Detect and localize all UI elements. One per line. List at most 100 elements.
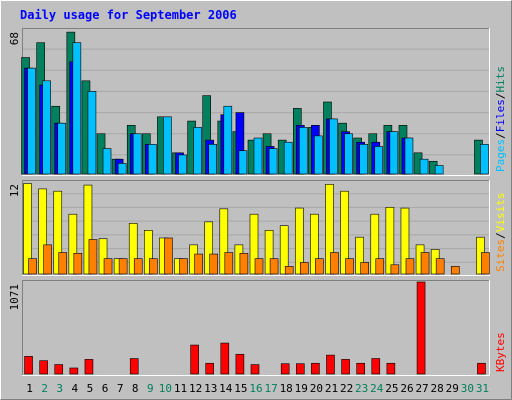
bar-sites xyxy=(345,258,354,275)
bar-pages xyxy=(163,116,172,175)
panel-kbytes xyxy=(22,280,490,376)
bars xyxy=(21,31,490,375)
bar-pages xyxy=(298,127,308,175)
x-label-day-12: 12 xyxy=(189,382,202,395)
x-label-day-3: 3 xyxy=(56,382,63,395)
x-label-day-21: 21 xyxy=(325,382,338,395)
bar-sites xyxy=(133,258,143,275)
bar-visits xyxy=(355,236,364,275)
bar-sites xyxy=(284,266,294,275)
bar-visits xyxy=(23,183,32,275)
legend-kbytes: KBytes xyxy=(494,332,507,372)
legend-hits: Hits xyxy=(494,66,507,93)
bar-kbytes xyxy=(39,360,48,375)
bar-visits xyxy=(219,208,229,275)
legend-separator: / xyxy=(494,132,507,139)
bar-pages xyxy=(238,150,248,175)
bar-visits xyxy=(128,223,138,275)
bar-kbytes xyxy=(69,367,79,375)
bar-sites xyxy=(73,253,83,275)
bar-visits xyxy=(68,213,78,275)
bar-sites xyxy=(88,239,98,275)
x-label-day-29: 29 xyxy=(446,382,459,395)
bar-pages xyxy=(480,144,489,175)
bar-pages xyxy=(329,118,338,175)
x-label-day-31: 31 xyxy=(476,382,489,395)
x-label-day-9: 9 xyxy=(147,382,154,395)
x-label-day-4: 4 xyxy=(72,382,79,395)
x-label-day-19: 19 xyxy=(295,382,308,395)
bar-kbytes xyxy=(220,342,230,375)
bar-sites xyxy=(269,258,279,275)
legend-visits: Visits xyxy=(494,193,507,233)
bar-kbytes xyxy=(477,362,486,375)
x-label-day-26: 26 xyxy=(400,382,413,395)
x-label-day-6: 6 xyxy=(102,382,109,395)
x-label-day-10: 10 xyxy=(159,382,172,395)
bar-sites xyxy=(254,258,264,275)
bar-sites xyxy=(194,253,203,275)
bar-sites xyxy=(28,258,37,275)
bar-visits xyxy=(340,190,349,275)
bar-kbytes xyxy=(341,359,350,375)
bar-visits xyxy=(385,207,395,275)
bar-kbytes xyxy=(129,358,139,375)
bar-sites xyxy=(299,262,309,275)
bar-pages xyxy=(223,105,233,175)
bar-kbytes xyxy=(386,362,396,375)
bar-kbytes xyxy=(356,362,365,375)
bar-visits xyxy=(144,230,153,275)
bar-pages xyxy=(268,148,278,175)
bar-pages xyxy=(374,146,384,175)
bar-kbytes xyxy=(250,364,260,375)
bar-kbytes xyxy=(84,359,94,375)
bar-visits xyxy=(279,225,289,275)
x-label-day-13: 13 xyxy=(204,382,217,395)
chart-title: Daily usage for September 2006 xyxy=(20,8,237,22)
bar-sites xyxy=(58,252,68,275)
x-label-day-7: 7 xyxy=(117,382,124,395)
x-label-day-20: 20 xyxy=(310,382,323,395)
bar-kbytes xyxy=(205,362,215,375)
bar-visits xyxy=(249,213,259,275)
bar-kbytes xyxy=(416,281,426,375)
x-label-day-15: 15 xyxy=(234,382,247,395)
x-label-day-8: 8 xyxy=(132,382,139,395)
bar-pages xyxy=(42,80,51,175)
x-label-day-27: 27 xyxy=(415,382,428,395)
bar-sites xyxy=(224,252,234,275)
bar-kbytes xyxy=(54,364,64,375)
bar-pages xyxy=(132,133,142,175)
bar-pages xyxy=(72,42,82,175)
legend-separator: / xyxy=(494,232,507,239)
bar-visits xyxy=(204,221,214,275)
y-scale-label: 12 xyxy=(8,184,21,197)
legend-hits-files-pages: Pages/Files/Hits xyxy=(494,66,507,172)
legend-kbytes: KBytes xyxy=(494,332,507,372)
bar-visits xyxy=(310,213,319,275)
x-label-day-2: 2 xyxy=(41,382,48,395)
bar-visits xyxy=(83,184,93,275)
bar-kbytes xyxy=(326,354,335,375)
bar-sites xyxy=(450,266,460,275)
bar-sites xyxy=(43,244,52,275)
bar-pages xyxy=(102,148,112,175)
bar-pages xyxy=(389,131,399,175)
x-label-day-11: 11 xyxy=(174,382,187,395)
bar-sites xyxy=(481,252,490,275)
legend-files: Files xyxy=(494,99,507,132)
bar-pages xyxy=(314,135,323,175)
bar-kbytes xyxy=(295,363,305,375)
x-label-day-24: 24 xyxy=(370,382,384,395)
bar-pages xyxy=(208,144,218,175)
bar-visits xyxy=(98,238,108,275)
bar-sites xyxy=(435,258,445,275)
bar-pages xyxy=(404,137,414,175)
bar-pages xyxy=(117,163,127,175)
bar-sites xyxy=(149,258,158,275)
legend-visits-sites: Sites/Visits xyxy=(494,193,507,273)
bar-kbytes xyxy=(311,362,320,375)
bar-sites xyxy=(209,253,219,275)
bar-kbytes xyxy=(280,363,290,375)
